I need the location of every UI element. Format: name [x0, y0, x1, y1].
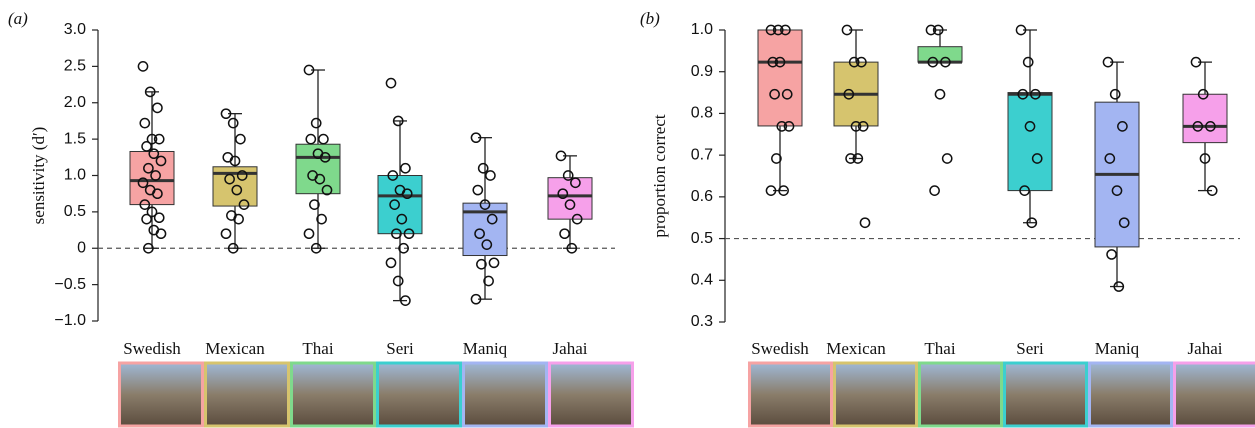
data-point: [156, 229, 165, 238]
x-tick-label: Maniq: [463, 339, 508, 358]
photo: [750, 363, 832, 426]
data-point: [930, 186, 939, 195]
data-point: [221, 229, 230, 238]
photo: [206, 363, 289, 426]
photo: [464, 363, 547, 426]
x-tick-label: Swedish: [123, 339, 181, 358]
y-tick-label: 0.9: [691, 63, 713, 80]
y-tick-label: 0.5: [691, 230, 713, 247]
data-point: [394, 276, 403, 285]
data-point: [142, 142, 151, 151]
x-tick-label: Swedish: [751, 339, 809, 358]
x-tick-label: Mexican: [205, 339, 265, 358]
photo: [550, 363, 633, 426]
data-point: [401, 164, 410, 173]
photo: [120, 363, 203, 426]
y-tick-label: 0.3: [691, 313, 713, 330]
x-tick-label: Mexican: [826, 339, 886, 358]
data-point: [386, 79, 395, 88]
panel-label: (a): [8, 9, 28, 28]
y-tick-label: 0.5: [64, 203, 86, 220]
photo: [920, 363, 1002, 426]
y-tick-label: 0.4: [691, 272, 713, 289]
photo: [292, 363, 375, 426]
panel: (a) sensitivity (d′) 3.0 2.5 2.0 1.5 1.0 0.5 0 −0…: [8, 9, 633, 426]
box: [378, 176, 422, 234]
x-tick-label: Jahai: [553, 339, 588, 358]
photo: [1090, 363, 1172, 426]
data-point: [142, 215, 151, 224]
panel: (b) proportion correct 1.0 0.9 0.8 0.7 0.6 0.5 0…: [640, 9, 1255, 426]
data-point: [489, 258, 498, 267]
y-tick-label: 0.7: [691, 146, 713, 163]
x-tick-label: Thai: [924, 339, 955, 358]
data-point: [1024, 58, 1033, 67]
y-tick-label: 2.5: [64, 58, 86, 75]
x-tick-label: Maniq: [1095, 339, 1140, 358]
data-point: [560, 229, 569, 238]
y-tick-label: 1.0: [691, 21, 713, 38]
data-point: [236, 135, 245, 144]
photo: [1005, 363, 1087, 426]
data-point: [935, 90, 944, 99]
y-tick-label: 0.8: [691, 105, 713, 122]
data-point: [229, 119, 238, 128]
data-point: [943, 154, 952, 163]
photo: [835, 363, 917, 426]
box: [758, 30, 802, 126]
data-point: [140, 119, 149, 128]
y-tick-label: −1.0: [54, 312, 86, 329]
data-point: [479, 164, 488, 173]
x-tick-label: Thai: [302, 339, 333, 358]
data-point: [386, 258, 395, 267]
y-tick-label: 3.0: [64, 21, 86, 38]
figure: (a) sensitivity (d′) 3.0 2.5 2.0 1.5 1.0 0.5 0 −0…: [0, 0, 1255, 428]
data-point: [138, 62, 147, 71]
data-point: [1111, 90, 1120, 99]
box: [1183, 94, 1227, 142]
y-axis-label: proportion correct: [650, 114, 669, 237]
data-point: [860, 218, 869, 227]
x-tick-label: Seri: [386, 339, 414, 358]
panel-label: (b): [640, 9, 660, 28]
y-tick-label: 0: [77, 239, 86, 256]
data-point: [153, 103, 162, 112]
y-tick-label: 2.0: [64, 94, 86, 111]
y-tick-label: −0.5: [54, 276, 86, 293]
box: [296, 144, 340, 193]
y-tick-label: 0.6: [691, 188, 713, 205]
y-axis-label: sensitivity (d′): [29, 127, 48, 225]
data-point: [304, 229, 313, 238]
photo: [1175, 363, 1255, 426]
data-point: [486, 171, 495, 180]
data-point: [155, 213, 164, 222]
box: [548, 178, 592, 219]
data-point: [306, 135, 315, 144]
y-tick-label: 1.5: [64, 130, 86, 147]
y-tick-label: 1.0: [64, 167, 86, 184]
x-tick-label: Jahai: [1188, 339, 1223, 358]
box: [1008, 93, 1052, 191]
data-point: [319, 135, 328, 144]
data-point: [312, 119, 321, 128]
photo: [378, 363, 461, 426]
box: [918, 47, 962, 62]
data-point: [1107, 250, 1116, 259]
data-point: [473, 185, 482, 194]
x-tick-label: Seri: [1016, 339, 1044, 358]
